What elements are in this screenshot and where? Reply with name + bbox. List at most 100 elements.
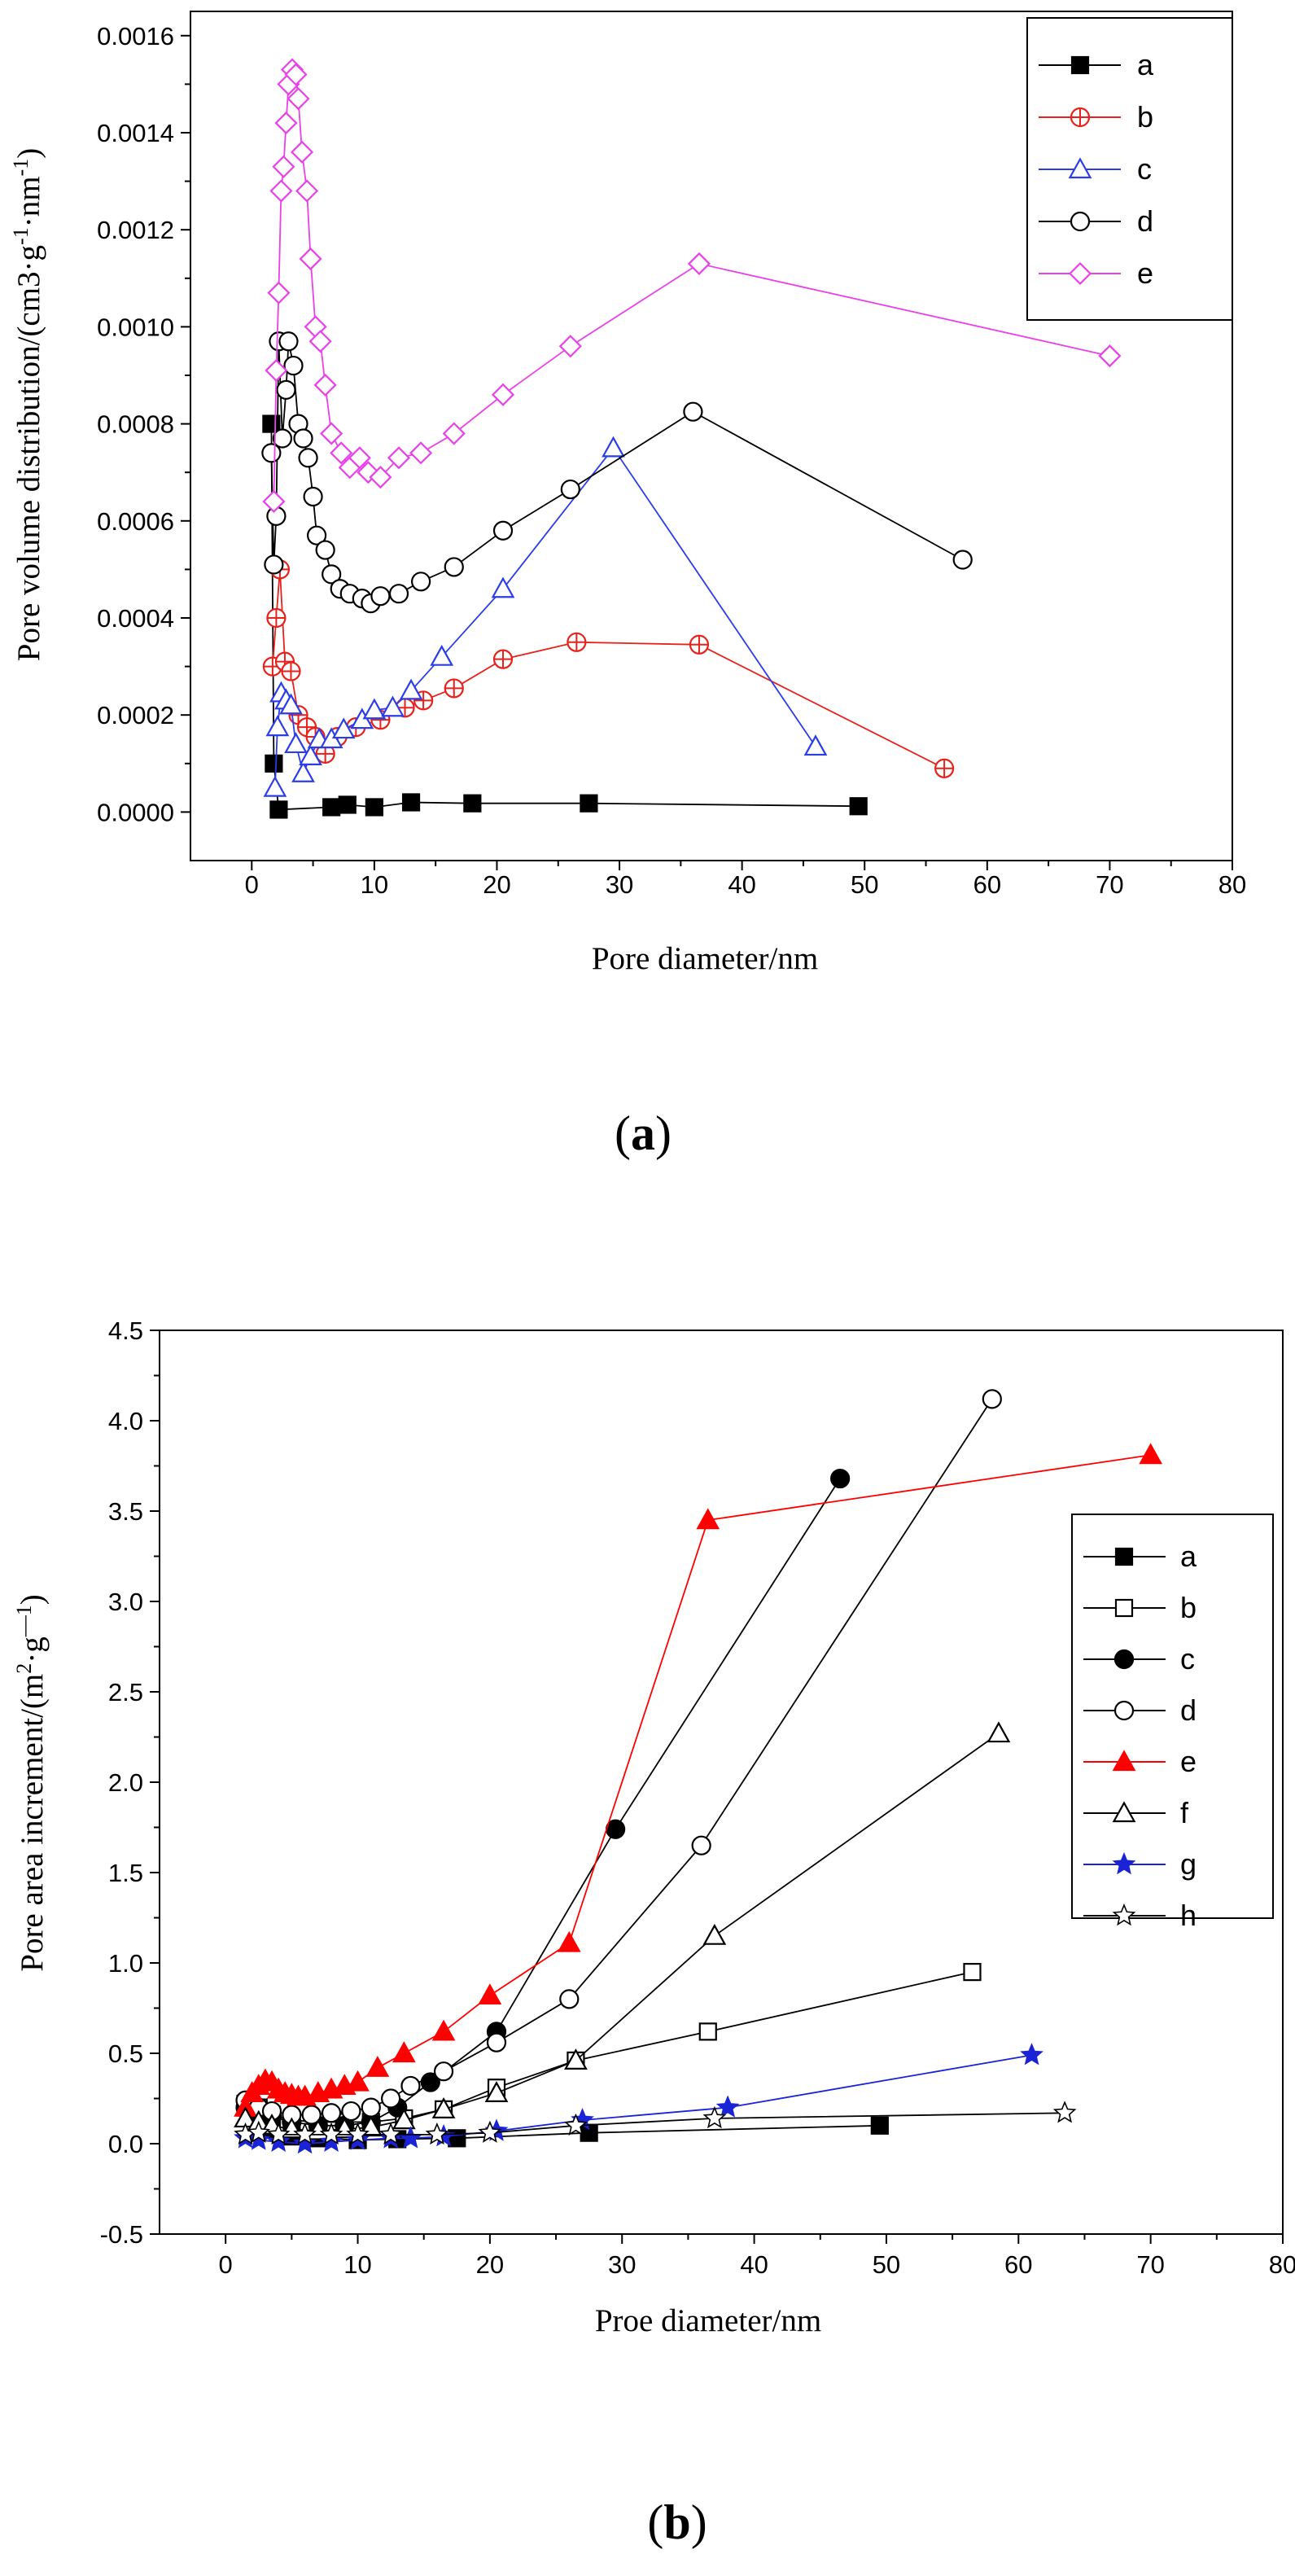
chart-b-series-e-line — [244, 1454, 1151, 2108]
chart-a-xtick-label: 0 — [245, 870, 259, 899]
chart-a-legend-label: e — [1137, 256, 1153, 290]
chart-a-series-e-point — [442, 422, 466, 445]
chart-b-legend-item-e: e — [1083, 1745, 1197, 1778]
chart-a-series-e-point — [330, 441, 353, 465]
chart-a-series-d-point — [261, 443, 282, 463]
chart-a-series-e-point — [687, 252, 711, 275]
chart-a-series-e-point — [287, 87, 310, 111]
chart-a-ytick-label: 0.0000 — [97, 798, 174, 826]
chart-a-series-b-point — [492, 649, 514, 669]
chart-b-ytick-label: 0.5 — [108, 2039, 143, 2068]
chart-a-series-e-point — [272, 155, 295, 178]
chart-b-series-d-point — [433, 2061, 454, 2082]
chart-b-xtick-label: 70 — [1136, 2250, 1164, 2279]
chart-a-series-e-point — [295, 179, 319, 203]
chart-b-series-f-point — [564, 2048, 588, 2070]
chart-b-series-c — [235, 1468, 851, 2136]
chart-b-series-e — [234, 1443, 1163, 2117]
chart-a-series-d-point — [293, 428, 313, 449]
chart-b-ytick-label: 3.0 — [108, 1588, 143, 1616]
chart-b-series-h-point — [378, 2122, 403, 2145]
chart-b-legend-label: c — [1180, 1642, 1195, 1676]
chart-b-series-h-point — [247, 2120, 271, 2143]
chart-b-caption: (b) — [647, 2495, 707, 2549]
chart-a-series-e — [262, 58, 1122, 514]
chart-b-series-h-point — [478, 2120, 502, 2143]
chart-b-series-b-point — [963, 1963, 982, 1982]
chart-a-series-e-point — [348, 446, 371, 470]
chart-a-series-d-point — [492, 520, 514, 541]
chart-a-legend-item-e: e — [1039, 256, 1153, 290]
chart-a-ylabel: Pore volume distribution/(cm3·g-1·nm-1) — [9, 148, 46, 661]
chart-a-series-c-point — [803, 734, 828, 756]
chart-a-series-e-point — [320, 422, 343, 445]
chart-a-series-d — [261, 331, 973, 614]
chart-a-series-d-point — [388, 584, 409, 604]
chart-b-series-f — [234, 1721, 1011, 2140]
chart-a-legend-marker — [1070, 211, 1091, 232]
chart-b-series-d-point — [301, 2105, 322, 2125]
chart-b-legend-item-c: c — [1083, 1642, 1195, 1676]
chart-a-series-e-point — [558, 335, 582, 358]
chart-b-series-e-point — [557, 1930, 581, 1952]
chart-b-series-e-point — [392, 2041, 416, 2063]
chart-a-ytick-label: 0.0012 — [97, 216, 174, 244]
chart-b-legend-label: g — [1180, 1847, 1197, 1881]
chart-a-ytick-label: 0.0008 — [97, 410, 174, 439]
chart-b-legend-label: b — [1180, 1591, 1197, 1624]
chart-a-series-c-point — [291, 760, 315, 782]
chart-b-series-d-point — [341, 2101, 361, 2122]
chart-a-series-e-point — [274, 112, 298, 135]
chart-a-series-a-point — [580, 794, 598, 813]
chart-a-axes: 0 10 20 30 40 50 60 70 80 0.0000 0.0002 0.0004 0.000… — [97, 11, 1246, 899]
chart-b-series-d-point — [400, 2075, 421, 2096]
chart-a-caption: (a) — [615, 1106, 672, 1160]
chart-a-xtick-label: 70 — [1096, 870, 1123, 899]
chart-a-series-e-point — [262, 489, 286, 514]
chart-b-xtick-label: 40 — [740, 2250, 768, 2279]
chart-a-series-c-point — [362, 698, 387, 720]
chart-a-series-e-point — [313, 373, 337, 396]
chart-b-legend-marker — [1112, 1851, 1136, 1875]
chart-b-ytick-label: 1.5 — [108, 1859, 143, 1887]
chart-b-series-e-point — [696, 1508, 720, 1530]
chart-b-series-a-point — [580, 2123, 598, 2142]
chart-b-series-g-point — [293, 2131, 317, 2154]
chart-a-series-b-point — [281, 661, 301, 681]
chart-b-ytick-label: 3.5 — [108, 1497, 143, 1526]
chart-b-ylabel: Pore area increment/(m2·g—1) — [12, 1594, 50, 1972]
chart-b-xtick-label: 60 — [1004, 2250, 1032, 2279]
chart-b-series-g-point — [266, 2129, 291, 2153]
chart-a-series-b-point — [444, 678, 464, 699]
chart-a-series-c-point — [399, 678, 423, 700]
chart-a-series-d-point — [272, 428, 293, 449]
chart-b-ytick-label: 1.0 — [108, 1949, 143, 1978]
chart-a-series-d-point — [283, 355, 304, 376]
chart-a-legend-label: b — [1137, 100, 1153, 134]
chart-b-series-f-point — [431, 2097, 456, 2118]
chart-a-plot-frame — [190, 11, 1233, 861]
chart-a-series-e-point — [267, 281, 291, 304]
chart-b-series-d — [235, 1389, 1002, 2125]
chart-a-legend-label: c — [1137, 152, 1152, 186]
chart-a-series-e-point — [369, 466, 392, 489]
chart-a-ytick-label: 0.0002 — [97, 701, 174, 729]
chart-b-series-h-point — [293, 2122, 317, 2145]
chart-b-legend-marker — [1112, 1801, 1136, 1823]
chart-a-series-a — [262, 414, 868, 819]
chart-a-series-d-point — [444, 557, 464, 577]
chart-a-series-c-point — [299, 744, 322, 765]
chart-b-legend-item-f: f — [1083, 1796, 1189, 1829]
chart-b-series-e-point — [346, 2070, 370, 2092]
chart-a-ytick-label: 0.0010 — [97, 313, 174, 341]
chart-b-legend-item-a: a — [1083, 1540, 1197, 1573]
chart-a-series-d-point — [411, 572, 431, 592]
chart-b-legend-marker — [1114, 1598, 1134, 1618]
chart-a-series-a-point — [338, 795, 357, 814]
chart-b-ytick-label: 4.5 — [108, 1316, 143, 1345]
chart-b-legend-label: h — [1180, 1899, 1197, 1932]
chart-a-legend-marker — [1070, 55, 1090, 75]
chart-b-series-d-point — [381, 2088, 401, 2109]
chart-b-series-g-point — [247, 2127, 271, 2150]
